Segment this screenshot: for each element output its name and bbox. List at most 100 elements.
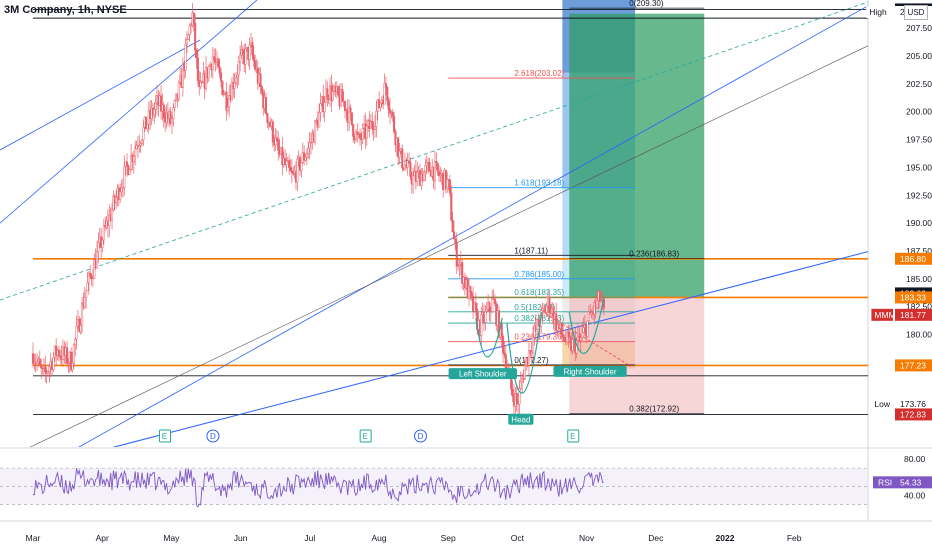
candle-body <box>386 87 389 101</box>
candle-body <box>190 24 193 27</box>
candle-body <box>230 82 233 101</box>
candle-body <box>139 143 142 146</box>
price-scale-badge <box>895 359 932 372</box>
time-tick-label: 2022 <box>716 533 735 543</box>
pattern-label-box <box>448 368 517 380</box>
fib-level-label: 0.5(182.04) <box>514 303 555 312</box>
candle-body <box>266 113 269 123</box>
fib-level-label: 0.382(172.92) <box>629 404 679 413</box>
pattern-label: Left Shoulder <box>459 370 507 379</box>
candle-body <box>348 107 351 123</box>
candle-body <box>93 259 96 279</box>
candle-body <box>130 155 133 170</box>
candle-body <box>455 242 458 267</box>
candle-body <box>115 196 118 203</box>
candle-body <box>581 332 584 339</box>
candles <box>31 3 605 418</box>
rsi-value-label: 54.33 <box>900 477 922 487</box>
candle-body <box>533 325 536 338</box>
candle-body <box>309 141 313 144</box>
candle-body <box>428 161 431 172</box>
candle-body <box>488 302 491 312</box>
candle-body <box>154 102 157 110</box>
price-scale-badge <box>895 408 932 421</box>
fib-level-label: 1(187.11) <box>514 246 548 255</box>
candle-body <box>561 333 565 338</box>
candle-body <box>244 48 247 65</box>
dividend-marker <box>206 429 220 443</box>
candle-body <box>36 361 39 364</box>
candle-body <box>326 88 329 99</box>
event-marker-label: D <box>418 432 424 441</box>
candle-body <box>319 103 322 113</box>
candle-body <box>596 300 599 308</box>
candle-body <box>277 139 280 151</box>
candle-body <box>560 323 563 335</box>
candle-body <box>142 126 145 141</box>
candle-body <box>300 162 303 171</box>
candle-body <box>275 137 278 141</box>
candle-body <box>480 314 483 336</box>
price-tick-label: 180.00 <box>906 330 932 340</box>
candle-body <box>52 357 55 370</box>
candle-body <box>91 277 95 280</box>
candle-body <box>313 120 317 143</box>
candle-body <box>125 161 129 167</box>
candle-body <box>444 170 447 189</box>
candle-body <box>343 101 347 111</box>
candle-body <box>391 112 394 117</box>
candle-body <box>184 44 187 71</box>
currency-badge[interactable]: USD <box>904 5 928 20</box>
candle-body <box>87 272 90 284</box>
candle-body <box>350 112 353 125</box>
candle-body <box>173 100 176 108</box>
candle-body <box>31 353 35 365</box>
candle-body <box>146 123 149 130</box>
time-tick-label: Sep <box>441 533 456 543</box>
right-shoulder-curve <box>568 297 605 354</box>
fib-level-label: 0.382(181.03) <box>514 314 564 323</box>
price-tick-label: 195.00 <box>906 162 932 172</box>
earnings-marker <box>359 429 372 443</box>
candle-body <box>433 161 436 181</box>
trend-channel-line <box>29 45 868 447</box>
candle-body <box>387 100 390 110</box>
candle-body <box>288 160 291 168</box>
candle-body <box>110 209 114 221</box>
price-scale-badge <box>895 398 932 411</box>
earnings-marker <box>158 429 171 443</box>
candle-body <box>123 166 126 188</box>
candle-body <box>474 302 477 310</box>
time-tick-label: Nov <box>579 533 595 543</box>
candle-body <box>521 378 524 383</box>
candle-body <box>436 162 439 172</box>
candle-body <box>523 365 526 380</box>
candle-body <box>135 145 138 149</box>
candle-body <box>383 83 386 105</box>
candle-body <box>503 352 506 356</box>
price-tick-label: 187.50 <box>906 246 932 256</box>
candle-body <box>384 83 387 88</box>
candle-body <box>237 61 240 76</box>
candle-body <box>296 158 299 183</box>
price-tick-label: 192.50 <box>906 190 932 200</box>
candle-body <box>305 153 308 158</box>
candle-body <box>285 160 288 165</box>
candle-body <box>409 162 412 178</box>
candle-body <box>234 77 238 84</box>
candle-body <box>448 180 451 194</box>
candle-body <box>304 157 307 161</box>
trend-channel-line <box>0 39 201 151</box>
candle-body <box>187 34 190 40</box>
head-curve <box>506 312 543 394</box>
candle-body <box>97 242 100 252</box>
candle-body <box>213 56 216 61</box>
price-scale-tag <box>866 6 893 18</box>
candle-body <box>81 302 84 326</box>
chart-title: 3M Company, 1h, NYSE <box>4 4 127 16</box>
candle-body <box>259 73 262 88</box>
candle-body <box>289 167 292 172</box>
candle-body <box>437 171 441 177</box>
time-tick-label: Feb <box>787 533 802 543</box>
